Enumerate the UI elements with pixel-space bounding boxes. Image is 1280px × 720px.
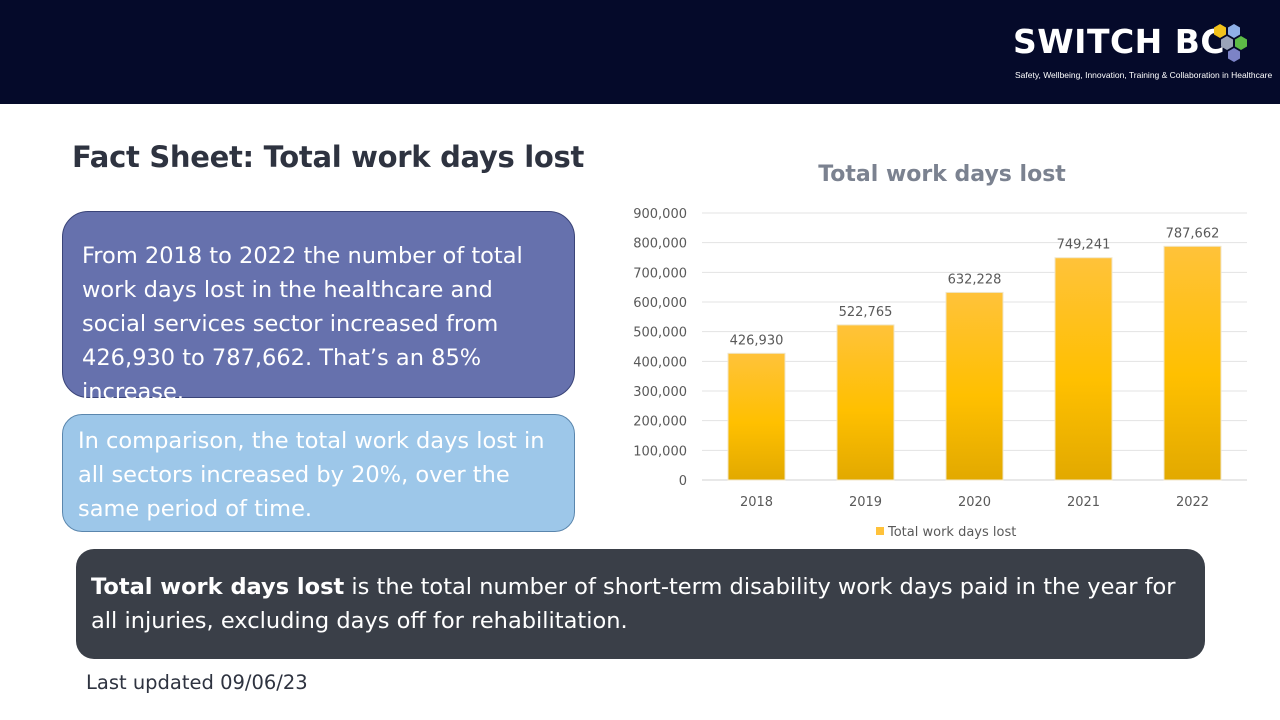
definition-box: Total work days lost is the total number… (76, 549, 1205, 659)
summary-text: From 2018 to 2022 the number of total wo… (82, 243, 523, 405)
legend-label: Total work days lost (887, 525, 1016, 540)
chart-bars (727, 245, 1222, 481)
y-tick-label: 600,000 (633, 296, 687, 311)
switch-bc-logo: SWITCH BC Safety, Wellbeing, Innovation,… (1013, 20, 1272, 82)
x-axis-ticks: 2018 2019 2020 2021 2022 (740, 495, 1209, 510)
hexagon-cluster-icon (1214, 24, 1247, 62)
bar-2020 (945, 291, 1004, 481)
y-tick-label: 500,000 (633, 326, 687, 341)
definition-term: Total work days lost (91, 574, 345, 600)
comparison-box: In comparison, the total work days lost … (62, 414, 575, 532)
y-tick-label: 200,000 (633, 415, 687, 430)
data-label-2019: 522,765 (839, 305, 893, 320)
x-tick-label: 2020 (958, 495, 991, 510)
last-updated: Last updated 09/06/23 (86, 671, 308, 694)
data-label-2022: 787,662 (1166, 226, 1220, 241)
x-tick-label: 2018 (740, 495, 773, 510)
y-tick-label: 700,000 (633, 266, 687, 281)
x-tick-label: 2019 (849, 495, 882, 510)
y-tick-label: 300,000 (633, 385, 687, 400)
y-tick-label: 400,000 (633, 355, 687, 370)
comparison-text: In comparison, the total work days lost … (78, 428, 545, 522)
definition-text: is the total number of short-term disabi… (91, 574, 1176, 634)
legend-swatch (876, 527, 884, 535)
logo-text: SWITCH BC (1013, 22, 1226, 61)
x-tick-label: 2021 (1067, 495, 1100, 510)
bar-2022 (1163, 245, 1222, 481)
header-bar: SWITCH BC Safety, Wellbeing, Innovation,… (0, 0, 1280, 104)
data-label-2020: 632,228 (948, 272, 1002, 287)
page-title: Fact Sheet: Total work days lost (72, 140, 585, 174)
x-tick-label: 2022 (1176, 495, 1209, 510)
y-tick-label: 100,000 (633, 444, 687, 459)
y-axis-ticks: 0 100,000 200,000 300,000 400,000 500,000 600,… (633, 207, 687, 489)
y-tick-label: 0 (679, 474, 687, 489)
chart-legend: Total work days lost (876, 525, 1016, 540)
data-label-2021: 749,241 (1057, 238, 1111, 253)
work-days-chart: Total work days lost 0 100,000 200,000 300,… (633, 162, 1247, 540)
data-label-2018: 426,930 (730, 333, 784, 348)
bar-2019 (836, 324, 895, 481)
bar-2021 (1054, 257, 1113, 481)
chart-title: Total work days lost (818, 162, 1066, 187)
summary-box: From 2018 to 2022 the number of total wo… (62, 211, 575, 405)
bar-data-labels: 426,930 522,765 632,228 749,241 787,662 (730, 226, 1220, 348)
logo-tagline: Safety, Wellbeing, Innovation, Training … (1015, 70, 1273, 80)
y-tick-label: 900,000 (633, 207, 687, 222)
bar-2018 (727, 352, 786, 481)
y-tick-label: 800,000 (633, 237, 687, 252)
